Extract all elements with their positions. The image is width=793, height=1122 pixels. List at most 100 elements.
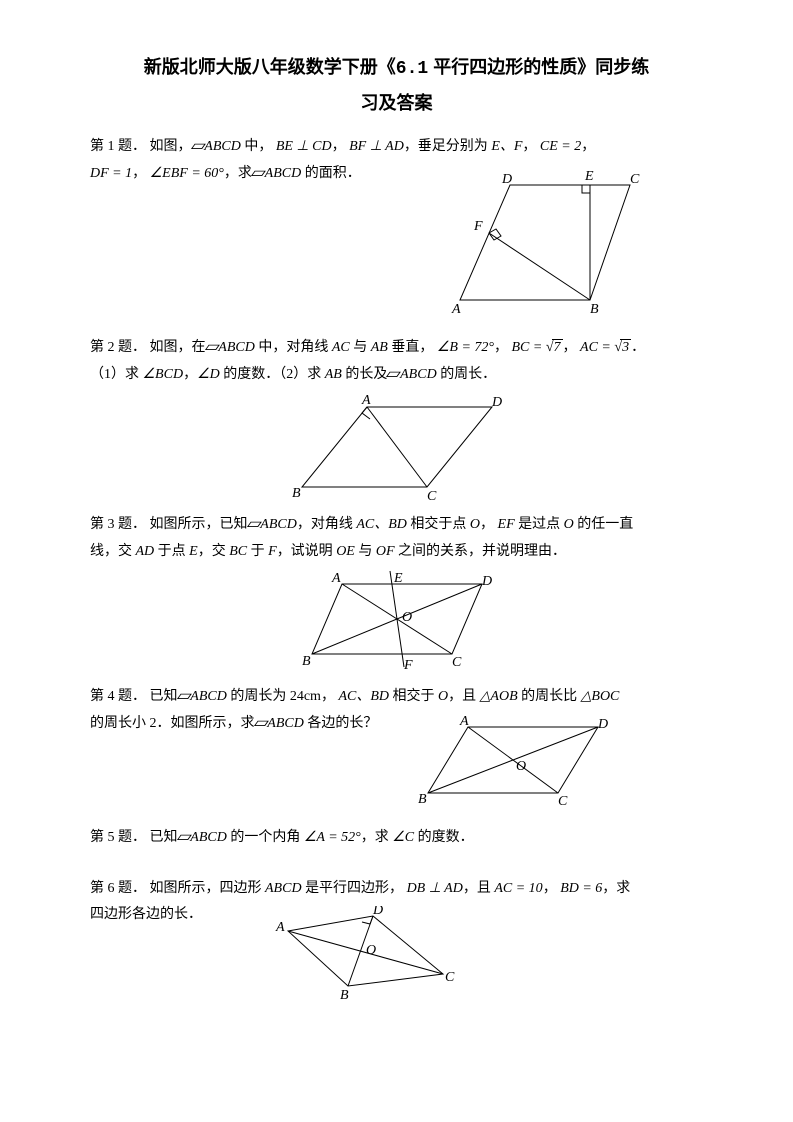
svg-text:E: E: [393, 571, 403, 586]
svg-text:C: C: [630, 172, 640, 187]
q2-t6: ，: [563, 340, 577, 355]
q3-l2c: 于点: [154, 544, 189, 559]
q5-label: 第 5 题．: [90, 830, 146, 845]
q3-ef: EF: [498, 517, 515, 532]
q1-eq2: BF ⊥ AD: [349, 139, 404, 154]
q6-eq1: DB ⊥ AD: [407, 881, 463, 896]
q4-ac: AC、BD: [338, 689, 389, 704]
q6-l2: 四边形各边的长．: [90, 907, 202, 922]
parallelogram-icon: ▱: [190, 134, 205, 161]
q3-l2i: ，试说明: [277, 544, 337, 559]
q2-ab: AB: [371, 340, 388, 355]
q3-l2j: OE: [336, 544, 355, 559]
q3-l2f: BC: [229, 544, 247, 559]
q1-t6: ，: [581, 139, 595, 154]
q3-t2: ，对角线: [297, 517, 357, 532]
q2-l2d: ∠D: [197, 367, 220, 382]
q2-t2: 中，对角线: [255, 340, 332, 355]
q2-t5: ，: [494, 340, 508, 355]
q3-label: 第 3 题．: [90, 517, 146, 532]
q1-t1: 如图，: [150, 139, 192, 154]
sqrt-icon: √7: [546, 335, 563, 362]
q3-abcd: ABCD: [260, 517, 297, 532]
svg-text:C: C: [427, 489, 437, 502]
svg-text:C: C: [445, 970, 455, 985]
q2-figure: AD BC: [282, 392, 512, 502]
svg-text:D: D: [491, 395, 502, 410]
q2-ac: AC: [332, 340, 350, 355]
svg-text:O: O: [402, 610, 412, 625]
q1-t2: 中，: [241, 139, 273, 154]
parallelogram-icon: ▱: [176, 825, 191, 852]
q4-abcd2: ABCD: [267, 716, 304, 731]
q1-t3: ，: [332, 139, 346, 154]
q6-abcd: ABCD: [265, 881, 302, 896]
q5-t3: ，求: [361, 830, 393, 845]
q6-figure: AD BC O: [268, 906, 458, 1006]
q2-eq2b: 7: [552, 339, 563, 355]
problem-6: 第 6 题． 如图所示，四边形 ABCD 是平行四边形， DB ⊥ AD，且 A…: [90, 876, 703, 1017]
q1-t5: ，: [522, 139, 536, 154]
q4-tri1: △AOB: [480, 689, 518, 704]
q1-l2a: DF = 1: [90, 166, 132, 181]
problem-3: 第 3 题． 如图所示，已知▱ABCD，对角线 AC、BD 相交于点 O， EF…: [90, 512, 703, 674]
q3-t5: 是过点: [515, 517, 564, 532]
q1-l2b: ，: [132, 166, 146, 181]
parallelogram-icon: ▱: [251, 161, 266, 188]
q2-eq3a: AC =: [580, 340, 614, 355]
problem-4: 第 4 题． 已知▱ABCD 的周长为 24cm， AC、BD 相交于 O，且 …: [90, 684, 703, 815]
q3-t6: 的任一直: [574, 517, 634, 532]
q2-l2f: AB: [325, 367, 342, 382]
q4-t2: 的周长为 24cm，: [227, 689, 335, 704]
q5-eq2: ∠C: [392, 830, 414, 845]
q2-l2a: （1）求: [90, 367, 143, 382]
q1-label: 第 1 题．: [90, 139, 146, 154]
svg-text:C: C: [558, 794, 568, 805]
title-1b: 6.1: [396, 59, 428, 79]
q6-t3: ，且: [463, 881, 495, 896]
q3-l2e: ，交: [198, 544, 230, 559]
q1-eq3: CE = 2: [540, 139, 581, 154]
q1-abcd2: ABCD: [265, 166, 302, 181]
svg-text:A: A: [451, 302, 461, 315]
q4-t3: 相交于: [389, 689, 438, 704]
q3-l2m: 之间的关系，并说明理由．: [395, 544, 567, 559]
q3-l2g: 于: [247, 544, 268, 559]
q4-abcd: ABCD: [190, 689, 227, 704]
svg-text:A: A: [331, 571, 341, 586]
q4-label: 第 4 题．: [90, 689, 146, 704]
q3-o2: O: [564, 517, 574, 532]
q4-o: O: [438, 689, 448, 704]
q6-t1: 如图所示，四边形: [150, 881, 266, 896]
svg-text:F: F: [403, 658, 413, 673]
q2-eq2a: BC =: [512, 340, 546, 355]
q2-abcd2: ABCD: [400, 367, 437, 382]
q3-t1: 如图所示，已知: [150, 517, 248, 532]
q1-abcd: ABCD: [204, 139, 241, 154]
q3-t3: 相交于点: [407, 517, 470, 532]
q3-l2k: 与: [355, 544, 376, 559]
q5-abcd: ABCD: [190, 830, 227, 845]
q4-t5: 的周长比: [518, 689, 581, 704]
q6-eq3: BD = 6: [560, 881, 602, 896]
svg-text:O: O: [366, 943, 376, 958]
svg-text:A: A: [459, 715, 469, 729]
q5-t2: 的一个内角: [227, 830, 304, 845]
q3-l2a: 线，交: [90, 544, 136, 559]
q1-eq1: BE ⊥ CD: [276, 139, 332, 154]
svg-text:E: E: [584, 169, 594, 184]
q2-abcd: ABCD: [218, 340, 255, 355]
q2-l2b: ∠BCD: [143, 367, 184, 382]
q2-t7: ．: [631, 340, 645, 355]
q3-l2h: F: [268, 544, 277, 559]
q2-eq1: ∠B = 72°: [437, 340, 494, 355]
q2-t4: 垂直，: [388, 340, 434, 355]
q3-l2l: OF: [376, 544, 395, 559]
svg-text:D: D: [597, 717, 608, 732]
q2-t1: 如图，在: [150, 340, 206, 355]
sqrt-icon: √3: [614, 335, 631, 362]
q5-t1: 已知: [150, 830, 178, 845]
parallelogram-icon: ▱: [204, 335, 219, 362]
q2-l2g: 的长及: [342, 367, 388, 382]
svg-text:F: F: [473, 219, 483, 234]
